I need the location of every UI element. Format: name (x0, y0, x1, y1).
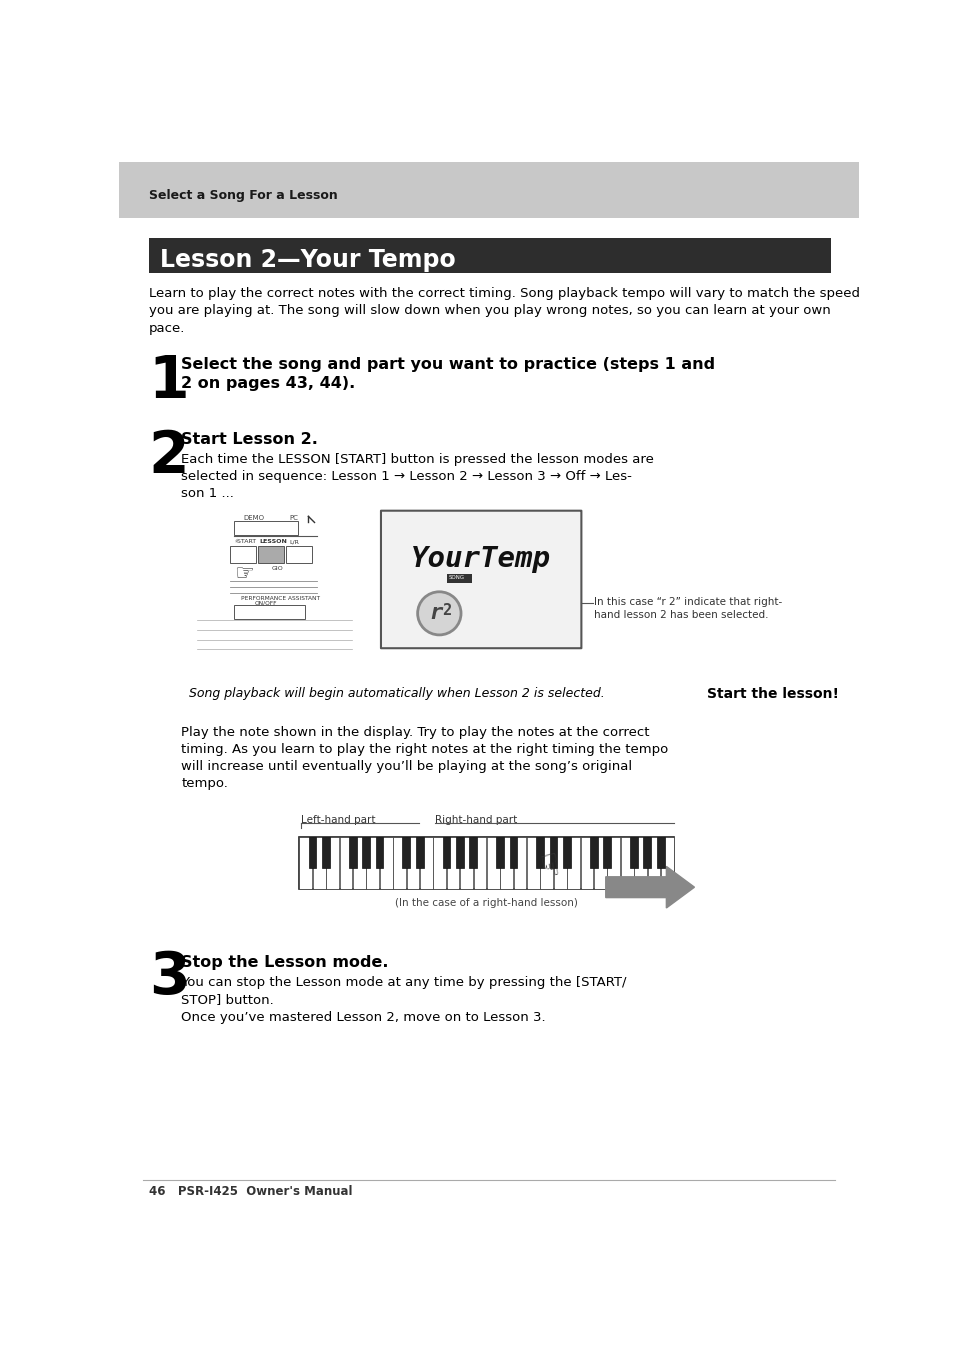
Text: Stop the Lesson mode.: Stop the Lesson mode. (181, 955, 388, 970)
FancyBboxPatch shape (380, 511, 580, 648)
Bar (353, 838, 365, 889)
Bar (456, 836, 463, 869)
Text: ☞: ☞ (233, 565, 253, 584)
Bar (657, 836, 664, 869)
Bar (393, 838, 405, 889)
Bar (469, 836, 476, 869)
Bar (366, 838, 378, 889)
Text: Right-hand part: Right-hand part (435, 815, 517, 825)
Bar (149, 238, 830, 273)
Bar (298, 836, 674, 889)
Bar (642, 836, 651, 869)
Bar (313, 838, 325, 889)
Bar (660, 838, 673, 889)
Bar (554, 838, 566, 889)
Text: 3: 3 (149, 948, 189, 1006)
Bar (308, 836, 316, 869)
Text: Select a Song For a Lesson: Select a Song For a Lesson (149, 189, 337, 203)
Text: In this case “r 2” indicate that right-
hand lesson 2 has been selected.: In this case “r 2” indicate that right- … (594, 597, 781, 620)
Text: GIO: GIO (271, 566, 283, 570)
Text: DEMO: DEMO (243, 515, 264, 520)
Bar (620, 838, 633, 889)
Bar (379, 838, 392, 889)
Bar (499, 838, 513, 889)
Bar (286, 546, 312, 562)
Bar (442, 836, 450, 869)
Text: Lesson 2—Your Tempo: Lesson 2—Your Tempo (159, 249, 455, 273)
Bar (233, 605, 305, 619)
Text: Start Lesson 2.: Start Lesson 2. (181, 431, 317, 447)
Bar (540, 838, 553, 889)
Text: Learn to play the correct notes with the correct timing. Song playback tempo wil: Learn to play the correct notes with the… (149, 286, 859, 335)
Text: 46   PSR-I425  Owner's Manual: 46 PSR-I425 Owner's Manual (149, 1185, 352, 1198)
Text: L/R: L/R (290, 539, 299, 544)
Bar (459, 838, 473, 889)
Bar (446, 838, 459, 889)
Bar (509, 836, 517, 869)
Text: r: r (429, 604, 442, 623)
Text: 2: 2 (149, 428, 189, 485)
Bar (233, 521, 297, 535)
Bar (362, 836, 370, 869)
Bar (416, 836, 423, 869)
Bar (629, 836, 638, 869)
Circle shape (417, 592, 460, 635)
Text: Select the song and part you want to practice (steps 1 and
2 on pages 43, 44).: Select the song and part you want to pra… (181, 357, 715, 392)
Text: ♯START: ♯START (233, 539, 255, 544)
Bar (473, 838, 486, 889)
Bar (634, 838, 646, 889)
Bar (339, 838, 352, 889)
Text: ON/OFF: ON/OFF (254, 600, 277, 605)
Text: (In the case of a right-hand lesson): (In the case of a right-hand lesson) (395, 898, 578, 908)
Bar (119, 162, 858, 218)
Text: Once you’ve mastered Lesson 2, move on to Lesson 3.: Once you’ve mastered Lesson 2, move on t… (181, 1012, 545, 1024)
Bar (299, 838, 312, 889)
Text: Song playback will begin automatically when Lesson 2 is selected.: Song playback will begin automatically w… (189, 688, 604, 700)
Bar (589, 836, 597, 869)
Text: LESSON: LESSON (259, 539, 287, 544)
Bar (513, 838, 526, 889)
Bar (486, 838, 499, 889)
Bar (562, 836, 570, 869)
Bar (594, 838, 606, 889)
Bar (402, 836, 410, 869)
Bar (326, 838, 338, 889)
Bar (230, 546, 256, 562)
Bar (257, 546, 284, 562)
Bar (536, 836, 543, 869)
Text: SONG: SONG (448, 574, 464, 580)
Bar (375, 836, 383, 869)
Text: PC: PC (290, 515, 298, 520)
Text: Start the lesson!: Start the lesson! (706, 688, 838, 701)
Text: Each time the LESSON [START] button is pressed the lesson modes are
selected in : Each time the LESSON [START] button is p… (181, 453, 654, 500)
Text: 1: 1 (149, 353, 189, 411)
Bar (321, 836, 330, 869)
Text: Play the note shown in the display. Try to play the notes at the correct
timing.: Play the note shown in the display. Try … (181, 725, 668, 790)
Text: PERFORMANCE ASSISTANT: PERFORMANCE ASSISTANT (241, 596, 319, 601)
Text: ☟: ☟ (538, 851, 562, 884)
Text: You can stop the Lesson mode at any time by pressing the [START/
STOP] button.: You can stop the Lesson mode at any time… (181, 975, 626, 1006)
Bar (549, 836, 557, 869)
Bar (419, 838, 433, 889)
Bar (647, 838, 659, 889)
Bar (527, 838, 539, 889)
Bar (433, 838, 446, 889)
Bar (447, 574, 472, 582)
Bar (496, 836, 503, 869)
Bar (567, 838, 579, 889)
Text: YourTemp: YourTemp (411, 544, 551, 573)
Text: Left-hand part: Left-hand part (300, 815, 375, 825)
Bar (406, 838, 419, 889)
Polygon shape (605, 866, 694, 908)
Bar (349, 836, 356, 869)
Bar (607, 838, 619, 889)
Bar (580, 838, 593, 889)
Bar (602, 836, 611, 869)
Text: 2: 2 (442, 603, 451, 617)
